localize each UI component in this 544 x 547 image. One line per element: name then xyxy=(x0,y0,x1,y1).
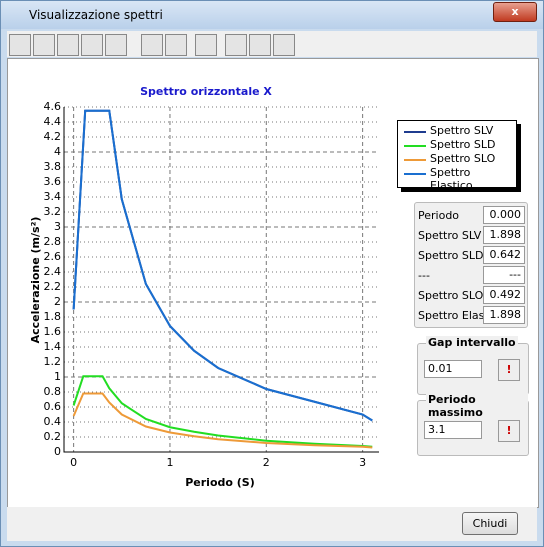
y-tick-label: 2.2 xyxy=(44,280,62,293)
y-tick-label: 2 xyxy=(54,295,61,308)
legend-label: Spettro SLO xyxy=(430,152,496,165)
y-tick-label: 2.4 xyxy=(44,265,62,278)
y-tick-label: 3.6 xyxy=(44,175,62,188)
tool-button[interactable] xyxy=(273,34,295,56)
x-tick-label: 1 xyxy=(166,456,173,469)
tool-button[interactable] xyxy=(249,34,271,56)
y-tick-label: 4.4 xyxy=(44,115,62,128)
y-tick-label: 0 xyxy=(54,445,61,458)
readout-value: 1.898 xyxy=(483,226,525,244)
readout-label: Spettro SLV xyxy=(418,229,482,242)
y-axis-label: Accelerazione (m/s²) xyxy=(29,217,42,344)
warn-button[interactable]: ! xyxy=(498,359,520,381)
readout-label: --- xyxy=(418,269,430,282)
x-tick-label: 2 xyxy=(263,456,270,469)
y-tick-label: 3 xyxy=(54,220,61,233)
y-tick-label: 1.4 xyxy=(44,340,62,353)
readout-value: 0.642 xyxy=(483,246,525,264)
readout-value: 0.492 xyxy=(483,286,525,304)
periodo-group: Periodo massimo 3.1 ! xyxy=(417,393,529,456)
readout-value: 0.000 xyxy=(483,206,525,224)
series-line xyxy=(72,109,373,422)
warn-button[interactable]: ! xyxy=(498,420,520,442)
legend-label: Spettro SLV xyxy=(430,124,494,137)
toolbar xyxy=(7,31,537,57)
client-area: Spettro orizzontale X Periodo (S) Accele… xyxy=(7,58,539,508)
y-tick-label: 3.4 xyxy=(44,190,62,203)
tool-button[interactable] xyxy=(165,34,187,56)
tool-button[interactable] xyxy=(81,34,103,56)
tool-button[interactable] xyxy=(33,34,55,56)
y-tick-label: 4.6 xyxy=(44,100,62,113)
gap-group: Gap intervallo 0.01 ! xyxy=(417,336,529,395)
y-tick-label: 0.2 xyxy=(44,430,62,443)
legend-swatch xyxy=(404,145,426,147)
series-line xyxy=(72,392,373,449)
readout-value: --- xyxy=(483,266,525,284)
group-label: Periodo massimo xyxy=(426,393,528,419)
legend-label: Spettro SLD xyxy=(430,138,496,151)
axis-frame xyxy=(63,107,379,453)
close-button[interactable]: x xyxy=(493,2,537,22)
y-tick-label: 1.6 xyxy=(44,325,62,338)
y-tick-label: 1.8 xyxy=(44,310,62,323)
periodo-input[interactable]: 3.1 xyxy=(424,421,482,439)
legend-swatch xyxy=(404,131,426,133)
chart: Spettro orizzontale X Periodo (S) Accele… xyxy=(29,85,379,489)
readout-label: Spettro SLD xyxy=(418,249,484,262)
y-tick-label: 2.8 xyxy=(44,235,62,248)
button-bar: Chiudi xyxy=(7,507,537,541)
legend-swatch xyxy=(404,159,426,161)
series-line xyxy=(72,109,373,422)
legend: Spettro SLV Spettro SLD Spettro SLO Spettro… xyxy=(397,120,517,192)
series-line xyxy=(72,375,373,448)
tool-button[interactable] xyxy=(57,34,79,56)
group-label: Gap intervallo xyxy=(426,336,518,349)
y-tick-label: 0.6 xyxy=(44,400,62,413)
title-bar: Visualizzazione spettri x xyxy=(1,1,543,29)
y-tick-label: 4.2 xyxy=(44,130,62,143)
readout-label: Spettro SLO xyxy=(418,289,484,302)
readout-label: Periodo xyxy=(418,209,460,222)
y-tick-label: 3.8 xyxy=(44,160,62,173)
chart-title: Spettro orizzontale X xyxy=(140,85,272,98)
x-tick-label: 3 xyxy=(359,456,366,469)
y-tick-label: 1.2 xyxy=(44,355,62,368)
close-dialog-button[interactable]: Chiudi xyxy=(462,512,518,535)
x-tick-label: 0 xyxy=(70,456,77,469)
readout-label: Spettro Elas. xyxy=(418,309,488,322)
readout-panel: Periodo 0.000 Spettro SLV 1.898 Spettro SLD 0… xyxy=(414,202,528,328)
y-tick-label: 0.8 xyxy=(44,385,62,398)
y-tick-label: 1 xyxy=(54,370,61,383)
tool-button[interactable] xyxy=(225,34,247,56)
readout-value: 1.898 xyxy=(483,306,525,324)
tool-button[interactable] xyxy=(141,34,163,56)
y-tick-label: 0.4 xyxy=(44,415,62,428)
tool-button[interactable] xyxy=(9,34,31,56)
gap-input[interactable]: 0.01 xyxy=(424,360,482,378)
y-tick-label: 3.2 xyxy=(44,205,62,218)
window-title: Visualizzazione spettri xyxy=(29,8,163,22)
legend-label: Spettro Elastico xyxy=(430,166,473,192)
y-tick-label: 2.6 xyxy=(44,250,62,263)
y-tick-label: 4 xyxy=(54,145,61,158)
tool-button[interactable] xyxy=(195,34,217,56)
x-axis-label: Periodo (S) xyxy=(185,476,255,489)
tool-button[interactable] xyxy=(105,34,127,56)
legend-swatch xyxy=(404,173,426,175)
